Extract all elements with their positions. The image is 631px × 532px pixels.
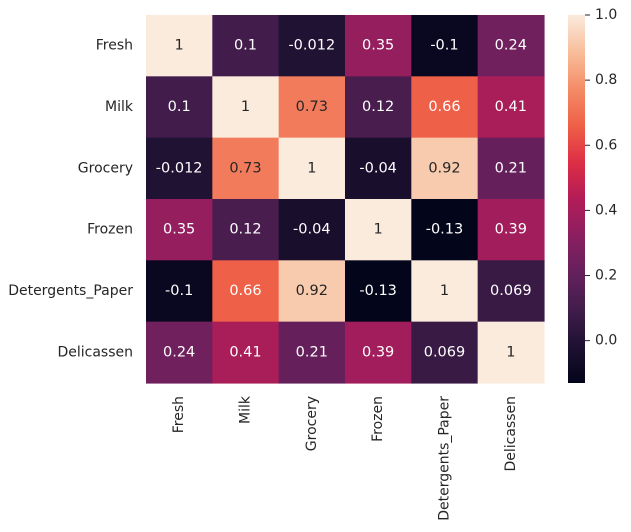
- y-tick-label-4: Detergents_Paper: [8, 283, 133, 299]
- heatmap-cell-label-5-3: 0.39: [362, 344, 394, 360]
- heatmap-cell-label-1-1: 1: [241, 99, 250, 115]
- heatmap-cell-label-2-4: 0.92: [428, 160, 460, 176]
- heatmap-cell-label-2-1: 0.73: [229, 160, 261, 176]
- x-tick-label-5: Delicassen: [503, 396, 519, 472]
- heatmap-cell-label-5-0: 0.24: [163, 344, 195, 360]
- heatmap-cells: [146, 15, 545, 384]
- heatmap-cell-label-5-2: 0.21: [296, 344, 328, 360]
- heatmap-cell-label-1-2: 0.73: [296, 99, 328, 115]
- heatmap-cell-label-0-0: 1: [175, 38, 184, 54]
- heatmap-cell-1-5: [477, 76, 545, 139]
- heatmap-cell-label-5-4: 0.069: [424, 344, 466, 360]
- x-tick-label-0: Fresh: [171, 396, 187, 433]
- colorbar-gradient: [568, 15, 585, 383]
- heatmap-cell-label-3-5: 0.39: [495, 222, 527, 238]
- heatmap-cell-5-5: [477, 321, 545, 384]
- x-tick-label-1: Milk: [237, 395, 253, 424]
- colorbar-tick-label-4: 0.8: [595, 72, 617, 88]
- heatmap-cell-4-3: [344, 260, 412, 323]
- heatmap-cell-4-2: [278, 260, 346, 323]
- heatmap-cell-label-1-5: 0.41: [495, 99, 527, 115]
- heatmap-cell-1-3: [344, 76, 412, 139]
- heatmap-cell-0-0: [146, 15, 213, 77]
- heatmap-cell-4-0: [146, 260, 213, 323]
- heatmap-cell-label-5-5: 1: [506, 344, 515, 360]
- heatmap-cell-3-1: [212, 198, 280, 261]
- heatmap-cell-0-5: [477, 15, 545, 77]
- y-axis-tick-labels: Fresh Milk Grocery Frozen Detergents_Paper De…: [8, 38, 134, 361]
- heatmap-cell-label-2-5: 0.21: [495, 160, 527, 176]
- heatmap-cell-5-0: [146, 321, 213, 384]
- heatmap-cell-2-4: [411, 137, 479, 200]
- colorbar-tick-label-3: 0.6: [595, 137, 617, 153]
- heatmap-cell-1-4: [411, 76, 479, 139]
- heatmap-cell-label-0-2: -0.012: [288, 38, 335, 54]
- heatmap-cell-label-1-3: 0.12: [362, 99, 394, 115]
- heatmap-cell-0-2: [278, 15, 346, 77]
- heatmap-cell-3-2: [278, 198, 346, 261]
- heatmap-cell-3-5: [477, 198, 545, 261]
- heatmap-cell-label-3-3: 1: [374, 222, 383, 238]
- x-tick-label-4: Detergents_Paper: [436, 396, 452, 521]
- y-tick-label-2: Grocery: [78, 160, 133, 176]
- heatmap-cell-4-1: [212, 260, 280, 323]
- y-tick-label-5: Delicassen: [57, 344, 133, 360]
- heatmap-cell-2-3: [344, 137, 412, 200]
- heatmap-cell-label-4-0: -0.1: [165, 283, 193, 299]
- heatmap-cell-2-0: [146, 137, 213, 200]
- heatmap-cell-3-4: [411, 198, 479, 261]
- heatmap-cell-label-3-1: 0.12: [229, 222, 261, 238]
- x-tick-label-3: Frozen: [370, 396, 386, 442]
- heatmap-cell-5-4: [411, 321, 479, 384]
- heatmap-cell-1-2: [278, 76, 346, 139]
- heatmap-cell-label-4-4: 1: [440, 283, 449, 299]
- heatmap-cell-5-2: [278, 321, 346, 384]
- heatmap-cell-5-3: [344, 321, 412, 384]
- heatmap-cell-label-2-0: -0.012: [156, 160, 203, 176]
- x-axis-tick-labels: Fresh Milk Grocery Frozen Detergents_Paper De…: [171, 395, 519, 521]
- heatmap-cell-3-0: [146, 198, 213, 261]
- heatmap-cell-label-0-1: 0.1: [234, 38, 257, 54]
- colorbar: 0.0 0.2 0.4 0.6 0.8 1.0: [568, 7, 617, 383]
- colorbar-tick-label-2: 0.4: [595, 202, 617, 218]
- heatmap-cell-labels: 1 0.1 -0.012 0.35 -0.1 0.24 0.1 1 0.73 0.12 0.66 0.…: [156, 38, 532, 361]
- heatmap-cell-1-0: [146, 76, 213, 139]
- heatmap-cell-label-0-4: -0.1: [430, 38, 458, 54]
- heatmap-cell-2-2: [278, 137, 346, 200]
- heatmap-cell-label-3-4: -0.13: [426, 222, 464, 238]
- heatmap-cell-0-3: [344, 15, 412, 77]
- heatmap-cell-label-1-0: 0.1: [168, 99, 191, 115]
- colorbar-tick-label-0: 0.0: [595, 333, 617, 349]
- heatmap-cell-5-1: [212, 321, 280, 384]
- heatmap-cell-2-1: [212, 137, 280, 200]
- heatmap-cell-0-4: [411, 15, 479, 77]
- heatmap-cell-1-1: [212, 76, 280, 139]
- heatmap-cell-2-5: [477, 137, 545, 200]
- heatmap-cell-label-2-2: 1: [307, 160, 316, 176]
- y-tick-label-3: Frozen: [87, 222, 133, 238]
- colorbar-tick-label-1: 0.2: [595, 268, 617, 284]
- heatmap-cell-3-3: [344, 198, 412, 261]
- y-tick-label-0: Fresh: [96, 38, 133, 54]
- y-tick-label-1: Milk: [105, 99, 134, 115]
- heatmap-cell-label-1-4: 0.66: [428, 99, 460, 115]
- heatmap-cell-label-4-1: 0.66: [229, 283, 261, 299]
- heatmap-cell-label-4-2: 0.92: [296, 283, 328, 299]
- heatmap-cell-label-5-1: 0.41: [229, 344, 261, 360]
- colorbar-tick-label-5: 1.0: [595, 7, 617, 23]
- heatmap-cell-0-1: [212, 15, 280, 77]
- heatmap-cell-label-4-5: 0.069: [490, 283, 532, 299]
- heatmap-cell-label-3-2: -0.04: [293, 222, 331, 238]
- heatmap-cell-label-2-3: -0.04: [359, 160, 397, 176]
- heatmap-cell-label-0-5: 0.24: [495, 38, 527, 54]
- heatmap-cell-4-5: [477, 260, 545, 323]
- heatmap-cell-4-4: [411, 260, 479, 323]
- heatmap-cell-label-4-3: -0.13: [359, 283, 397, 299]
- heatmap-cell-label-3-0: 0.35: [163, 222, 195, 238]
- x-tick-label-2: Grocery: [304, 396, 320, 451]
- heatmap-cell-label-0-3: 0.35: [362, 38, 394, 54]
